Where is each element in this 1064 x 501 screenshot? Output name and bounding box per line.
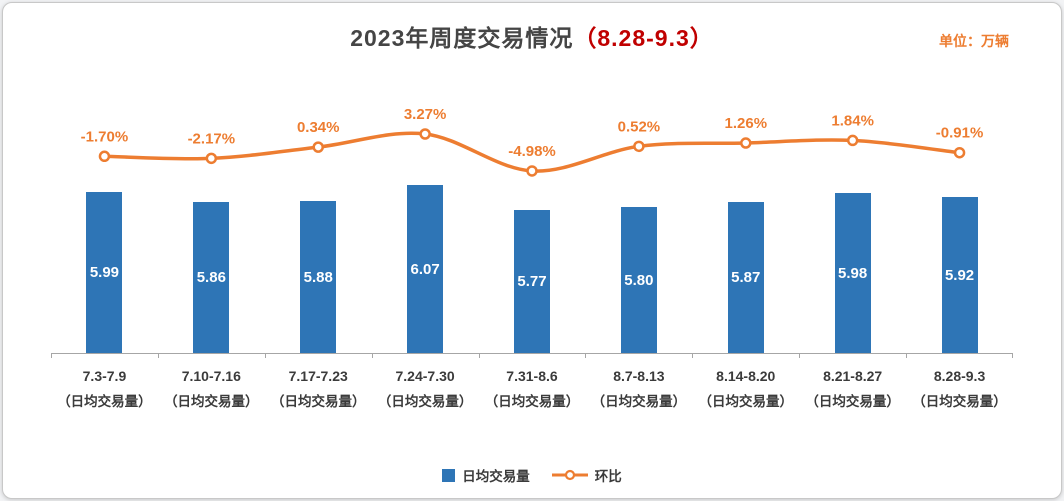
x-label-sub: （日均交易量） bbox=[591, 394, 687, 409]
legend-item-line: 环比 bbox=[551, 465, 622, 485]
bar-value-label: 6.07 bbox=[410, 260, 440, 278]
x-label-8.28-9.3: 8.28-9.3 （日均交易量） bbox=[906, 363, 1013, 415]
x-label-7.24-7.30: 7.24-7.30 （日均交易量） bbox=[372, 363, 479, 415]
chart-title-range: （8.28-9.3） bbox=[573, 25, 714, 51]
pct-label: -0.91% bbox=[936, 125, 984, 142]
x-label-range: 8.7-8.13 bbox=[613, 368, 665, 384]
x-label-range: 8.21-8.27 bbox=[823, 368, 883, 384]
bars-layer: 5.99 5.86 5.88 6.07 5.77 5.80 5.87 5.98 5.92 bbox=[51, 73, 1013, 353]
bar-8.21-8.27: 5.98 bbox=[834, 193, 871, 353]
plot-area: 5.99 5.86 5.88 6.07 5.77 5.80 5.87 5.98 5.92 -1.… bbox=[51, 73, 1013, 353]
x-label-range: 8.28-9.3 bbox=[933, 368, 986, 384]
line-marker bbox=[205, 152, 218, 165]
x-label-7.17-7.23: 7.17-7.23 （日均交易量） bbox=[265, 363, 372, 415]
x-label-7.3-7.9: 7.3-7.9 （日均交易量） bbox=[51, 363, 158, 415]
pct-label: -2.17% bbox=[188, 130, 236, 147]
line-layer: -1.70% -2.17% 0.34% 3.27% -4.98% 0.52% 1.26% 1.… bbox=[81, 106, 984, 177]
x-label-sub: （日均交易量） bbox=[805, 394, 900, 409]
axis-tick bbox=[478, 353, 480, 358]
axis-tick bbox=[692, 353, 694, 358]
bar-7.24-7.30: 6.07 bbox=[407, 185, 444, 353]
bar-7.17-7.23: 5.88 bbox=[300, 201, 337, 353]
x-label-sub: （日均交易量） bbox=[484, 394, 580, 409]
bar-8.7-8.13: 5.80 bbox=[620, 207, 657, 353]
pct-label: 0.34% bbox=[297, 119, 340, 136]
axis-tick bbox=[371, 353, 373, 358]
pct-label: -4.98% bbox=[508, 143, 556, 160]
axis-tick bbox=[906, 353, 908, 358]
legend-line-label: 环比 bbox=[594, 469, 622, 484]
bar-value-label: 5.99 bbox=[89, 264, 120, 281]
legend-bars-label: 日均交易量 bbox=[462, 469, 530, 484]
bar-7.3-7.9: 5.99 bbox=[86, 192, 123, 353]
x-label-range: 8.14-8.20 bbox=[716, 368, 776, 384]
bar-value-label: 5.77 bbox=[517, 273, 547, 290]
x-label-range: 7.10-7.16 bbox=[181, 368, 241, 384]
pct-label: 0.52% bbox=[618, 118, 661, 135]
bar-value-label: 5.86 bbox=[196, 269, 226, 286]
x-axis-ticks bbox=[51, 353, 1013, 358]
bar-value-label: 5.98 bbox=[838, 264, 868, 282]
line-marker bbox=[633, 140, 645, 153]
bar-8.14-8.20: 5.87 bbox=[727, 202, 764, 353]
bar-7.10-7.16: 5.86 bbox=[193, 202, 230, 353]
line-marker bbox=[419, 128, 431, 140]
bar-value-label: 5.80 bbox=[624, 271, 654, 289]
x-axis-line bbox=[51, 353, 1013, 354]
x-label-sub: （日均交易量） bbox=[164, 394, 259, 409]
axis-tick bbox=[1012, 353, 1013, 358]
bar-value-label: 5.92 bbox=[944, 266, 975, 284]
x-label-8.7-8.13: 8.7-8.13 （日均交易量） bbox=[585, 363, 692, 415]
bar-value-label: 5.87 bbox=[731, 269, 761, 286]
line-marker bbox=[98, 150, 111, 163]
axis-tick bbox=[264, 353, 266, 358]
bar-value-label: 5.88 bbox=[303, 268, 333, 286]
x-label-8.14-8.20: 8.14-8.20 （日均交易量） bbox=[692, 363, 799, 415]
pct-label: -1.70% bbox=[81, 128, 129, 145]
line-marker bbox=[526, 165, 538, 177]
x-label-7.31-8.6: 7.31-8.6 （日均交易量） bbox=[479, 363, 586, 415]
axis-tick bbox=[51, 353, 52, 358]
x-label-range: 7.31-8.6 bbox=[506, 368, 558, 384]
x-label-8.21-8.27: 8.21-8.27 （日均交易量） bbox=[799, 363, 906, 415]
x-label-7.10-7.16: 7.10-7.16 （日均交易量） bbox=[158, 363, 265, 415]
line-marker bbox=[953, 146, 966, 159]
unit-label: 单位：万辆 bbox=[939, 33, 1009, 49]
line-marker bbox=[846, 134, 859, 147]
chart-title: 2023年周度交易情况（8.28-9.3） bbox=[3, 19, 1061, 53]
pct-label: 1.26% bbox=[725, 115, 768, 132]
line-marker-icon bbox=[551, 469, 588, 481]
axis-tick bbox=[157, 353, 159, 358]
bar-7.31-8.6: 5.77 bbox=[514, 210, 550, 353]
x-label-sub: （日均交易量） bbox=[912, 394, 1007, 409]
axis-tick bbox=[585, 353, 587, 358]
line-marker bbox=[312, 141, 324, 153]
x-label-sub: （日均交易量） bbox=[270, 394, 366, 409]
x-label-range: 7.17-7.23 bbox=[288, 368, 348, 384]
legend: 日均交易量 环比 bbox=[3, 465, 1061, 485]
legend-item-bars: 日均交易量 bbox=[442, 465, 530, 485]
pct-label: 1.84% bbox=[831, 112, 874, 129]
x-label-sub: （日均交易量） bbox=[377, 394, 473, 409]
x-label-sub: （日均交易量） bbox=[698, 394, 794, 409]
bar-swatch-icon bbox=[442, 468, 456, 482]
axis-tick bbox=[799, 353, 801, 358]
x-label-sub: （日均交易量） bbox=[57, 394, 152, 409]
x-label-range: 7.3-7.9 bbox=[82, 368, 127, 384]
pct-label: 3.27% bbox=[404, 106, 447, 123]
line-marker bbox=[740, 137, 752, 149]
x-label-range: 7.24-7.30 bbox=[395, 368, 455, 384]
bar-8.28-9.3: 5.92 bbox=[941, 197, 978, 353]
x-axis-labels: 7.3-7.9 （日均交易量） 7.10-7.16 （日均交易量） 7.17-7.23 （… bbox=[51, 363, 1013, 423]
chart-title-main: 2023年周度交易情况 bbox=[350, 25, 574, 51]
